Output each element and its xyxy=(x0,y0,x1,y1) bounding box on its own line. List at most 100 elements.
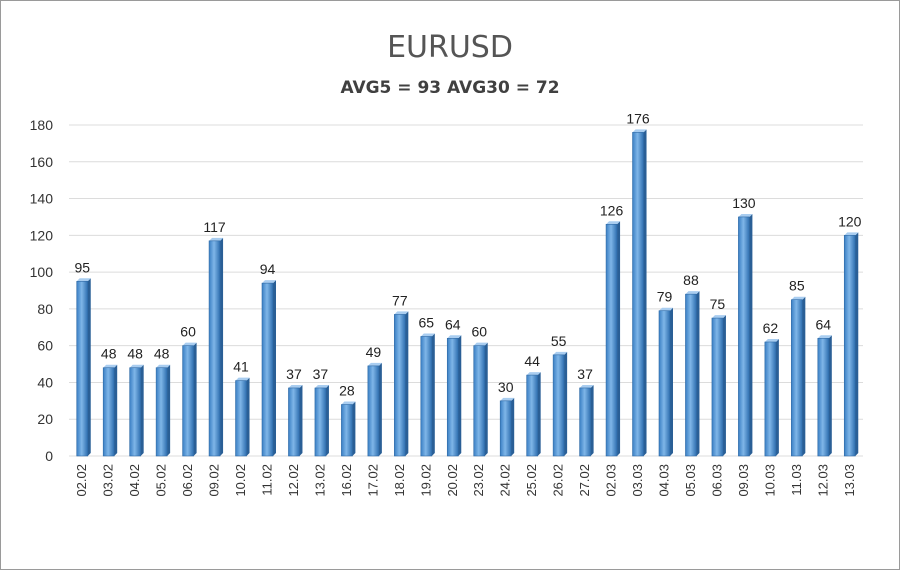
bar-top xyxy=(156,364,171,368)
chart-title: EURUSD xyxy=(387,30,513,65)
data-label: 62 xyxy=(763,320,779,336)
x-tick-label: 09.02 xyxy=(207,464,222,497)
bar-23.02 xyxy=(473,342,488,457)
bar-face xyxy=(394,314,406,457)
bar-face xyxy=(658,310,671,457)
bar-top xyxy=(632,129,647,133)
bar-top xyxy=(182,342,197,346)
bar-top xyxy=(341,401,356,405)
x-tick-label: 19.02 xyxy=(418,464,433,497)
bar-side xyxy=(193,342,197,456)
bar-09.02 xyxy=(208,237,224,457)
bar-side xyxy=(511,397,515,456)
bar-05.03 xyxy=(685,291,700,457)
data-label: 48 xyxy=(127,346,143,362)
y-tick-label: 0 xyxy=(45,448,53,464)
x-tick-label: 11.02 xyxy=(260,464,275,496)
x-tick-label: 13.03 xyxy=(842,464,857,497)
bars xyxy=(76,129,859,457)
x-tick-label: 10.02 xyxy=(233,464,248,497)
y-tick-label: 180 xyxy=(30,117,54,133)
bar-12.02 xyxy=(288,384,303,457)
bar-20.02 xyxy=(446,335,462,457)
bar-face xyxy=(499,400,512,457)
bar-side xyxy=(246,377,250,456)
bar-top xyxy=(103,364,118,368)
gridlines xyxy=(69,124,863,457)
x-tick-label: 03.03 xyxy=(630,464,645,497)
bar-top xyxy=(764,338,779,342)
bar-top xyxy=(367,362,382,366)
bar-side xyxy=(352,401,356,456)
bar-side xyxy=(564,351,568,456)
x-tick-label: 04.03 xyxy=(657,464,672,497)
bar-side xyxy=(484,342,488,456)
x-tick-label: 18.02 xyxy=(392,464,407,497)
bar-18.02 xyxy=(394,311,409,457)
data-label: 65 xyxy=(419,314,435,330)
bar-face xyxy=(817,338,830,457)
bar-06.02 xyxy=(182,342,197,457)
bar-top xyxy=(791,296,806,300)
data-label: 37 xyxy=(577,366,593,382)
x-tick-label: 05.03 xyxy=(683,464,698,497)
data-label: 95 xyxy=(74,259,90,275)
x-tick-label: 23.02 xyxy=(471,464,486,497)
x-tick-label: 16.02 xyxy=(339,464,354,497)
x-tick-label: 04.02 xyxy=(127,464,142,497)
bar-top xyxy=(394,311,409,315)
bar-face xyxy=(711,317,724,457)
data-label: 60 xyxy=(180,324,196,340)
bar-10.02 xyxy=(235,377,250,457)
data-label: 79 xyxy=(657,289,673,305)
data-label: 37 xyxy=(313,366,329,382)
bar-top xyxy=(288,384,303,388)
x-tick-label: 03.02 xyxy=(101,464,116,497)
bar-11.03 xyxy=(791,296,806,457)
data-label: 75 xyxy=(710,296,726,312)
data-label: 64 xyxy=(445,316,461,332)
bar-top xyxy=(526,372,541,376)
data-label: 30 xyxy=(498,379,514,395)
x-tick-label: 12.03 xyxy=(815,464,830,497)
bar-06.03 xyxy=(711,315,726,457)
bar-04.02 xyxy=(129,364,144,457)
bar-top xyxy=(129,364,144,368)
data-label: 48 xyxy=(154,346,170,362)
data-labels: 95 48 48 48 60 117 41 94 37 37 28 49 77 65 64 60 30 44 55 3… xyxy=(74,110,861,398)
y-tick-label: 100 xyxy=(30,264,54,280)
bar-side xyxy=(273,280,276,456)
x-tick-label: 11.03 xyxy=(789,464,804,496)
bar-top xyxy=(685,291,700,295)
bar-top xyxy=(606,221,621,225)
bar-top xyxy=(817,335,832,339)
bar-top xyxy=(711,315,726,319)
x-tick-label: 13.02 xyxy=(312,464,327,497)
bar-side xyxy=(537,372,541,456)
bar-side xyxy=(378,362,382,456)
y-tick-label: 80 xyxy=(37,301,53,317)
bar-26.02 xyxy=(552,351,568,457)
data-label: 88 xyxy=(683,272,699,288)
data-label: 37 xyxy=(286,366,302,382)
bar-side xyxy=(325,384,329,456)
bar-side xyxy=(87,278,91,456)
x-tick-label: 10.03 xyxy=(762,464,777,497)
bar-face xyxy=(129,367,141,457)
bar-03.03 xyxy=(632,129,647,457)
bar-03.02 xyxy=(102,364,118,457)
bar-top xyxy=(314,384,329,388)
data-label: 85 xyxy=(789,278,805,294)
bar-side xyxy=(696,291,700,456)
bar-face xyxy=(526,374,538,457)
bar-19.02 xyxy=(420,333,435,457)
x-tick-label: 20.02 xyxy=(445,464,460,497)
bar-top xyxy=(447,335,462,339)
bar-face xyxy=(420,336,433,457)
bar-side xyxy=(458,335,462,456)
data-label: 49 xyxy=(366,344,382,360)
bar-12.03 xyxy=(817,335,832,457)
data-label: 77 xyxy=(392,292,408,308)
bar-top xyxy=(420,333,435,337)
x-tick-label: 27.02 xyxy=(577,464,592,497)
